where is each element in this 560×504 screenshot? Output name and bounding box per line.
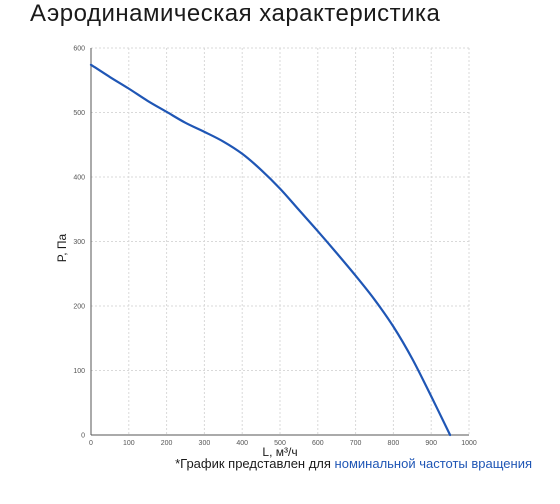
footnote-text: *График представлен для xyxy=(175,456,335,471)
x-tick-label: 800 xyxy=(388,440,400,447)
y-axis-label: P, Па xyxy=(55,233,69,262)
footnote-highlight: номинальной частоты вращения xyxy=(334,456,532,471)
page-title: Аэродинамическая характеристика xyxy=(30,0,441,27)
x-axis-label: L, м³/ч xyxy=(262,445,297,459)
chart-axes xyxy=(90,48,469,436)
y-tick-label: 400 xyxy=(73,175,85,182)
x-tick-label: 900 xyxy=(425,440,437,447)
y-tick-label: 0 xyxy=(81,433,85,440)
y-tick-label: 100 xyxy=(73,368,85,375)
series-line xyxy=(89,63,452,437)
x-tick-label: 700 xyxy=(350,440,362,447)
y-tick-label: 300 xyxy=(73,239,85,246)
y-tick-label: 200 xyxy=(73,304,85,311)
chart-series xyxy=(89,63,452,437)
x-tick-label: 100 xyxy=(123,440,135,447)
chart-grid xyxy=(91,47,470,435)
x-tick-label: 400 xyxy=(236,440,248,447)
x-tick-label: 200 xyxy=(161,440,173,447)
y-tick-label: 500 xyxy=(73,110,85,117)
footnote: *График представлен для номинальной част… xyxy=(175,456,532,472)
x-tick-label: 0 xyxy=(89,440,93,447)
x-tick-label: 600 xyxy=(312,440,324,447)
chart-tick-labels: 0 100 200 300 400 500 600 700 800 900 1000 0 100 200 3… xyxy=(73,46,477,448)
x-tick-label: 300 xyxy=(199,440,211,447)
y-tick-label: 600 xyxy=(73,46,85,53)
x-tick-label: 1000 xyxy=(461,440,477,447)
x-tick-label: 500 xyxy=(274,440,286,447)
